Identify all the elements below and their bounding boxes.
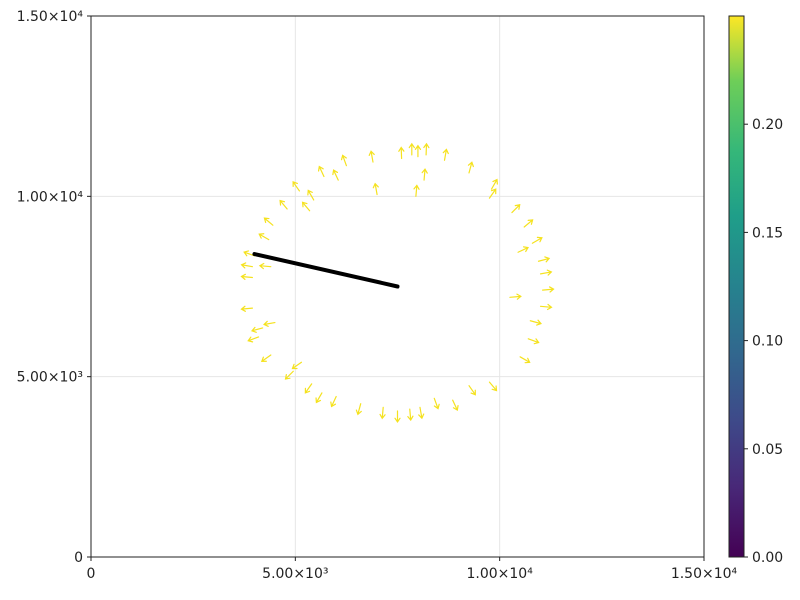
quiver-arrow xyxy=(541,286,555,293)
quiver-arrow xyxy=(258,233,270,241)
quiver-arrow xyxy=(240,262,254,269)
quiver-arrow xyxy=(263,217,274,226)
colorbar-tick-label: 0.15 xyxy=(752,225,783,241)
quiver-arrow xyxy=(260,354,272,362)
quiver-arrow xyxy=(279,199,288,210)
quiver-arrow xyxy=(317,165,325,178)
plot-frame xyxy=(90,15,705,558)
y-tick-label: 1.50×10⁴ xyxy=(17,9,84,25)
quiver-arrow xyxy=(340,154,348,167)
line-layer xyxy=(252,252,400,289)
quiver-arrow xyxy=(304,383,313,394)
quiver-arrow xyxy=(398,146,405,160)
quiver-arrow xyxy=(509,293,522,300)
quiver-arrow xyxy=(250,326,264,333)
quiver-arrow xyxy=(301,201,311,212)
quiver-arrow xyxy=(368,150,375,163)
quiver-arrow xyxy=(523,219,534,228)
quiver-arrow xyxy=(539,269,553,276)
quiver-arrow xyxy=(413,184,420,197)
quiver-arrow xyxy=(379,406,386,420)
quiver-arrow xyxy=(258,262,272,270)
quiver-arrow xyxy=(488,381,498,392)
colorbar-tick-label: 0.00 xyxy=(752,550,783,566)
colorbar-tick-label: 0.05 xyxy=(752,442,783,458)
x-tick-label: 1.00×10⁴ xyxy=(466,566,533,582)
colorbar-tick-label: 0.20 xyxy=(752,117,783,133)
quiver-arrow xyxy=(517,246,529,253)
y-axis: 0 5.00×10³ 1.00×10⁴ 1.50×10⁴ xyxy=(17,9,91,566)
quiver-arrow xyxy=(519,356,531,364)
colorbar xyxy=(728,15,745,558)
quiver-arrow xyxy=(240,305,254,312)
x-axis: 0 5.00×10³ 1.00×10⁴ 1.50×10⁴ xyxy=(87,557,738,582)
colorbar-tick-label: 0.10 xyxy=(752,334,783,350)
quiver-arrow xyxy=(307,189,315,201)
quiver-arrow xyxy=(330,395,337,408)
quiver-arrow xyxy=(408,142,415,156)
y-tick-label: 1.00×10⁴ xyxy=(17,189,84,205)
quiver-arrow xyxy=(452,399,459,412)
quiver-arrow xyxy=(315,392,323,404)
quiver-arrow xyxy=(490,178,498,190)
quiver-arrow xyxy=(284,370,294,380)
quiver-arrow xyxy=(292,181,301,192)
quiver-arrow xyxy=(355,403,362,416)
y-tick-label: 5.00×10³ xyxy=(17,370,83,386)
quiver-arrow xyxy=(421,168,428,181)
quiver-arrow xyxy=(467,161,474,174)
quiver-arrow xyxy=(511,204,521,214)
quiver-arrow xyxy=(414,144,422,158)
quiver-arrow xyxy=(418,406,425,420)
black-line-segment xyxy=(252,252,400,289)
quiver-arrow xyxy=(423,142,430,156)
x-tick-label: 5.00×10³ xyxy=(262,566,328,582)
quiver-arrow xyxy=(529,319,542,326)
quiver-arrow xyxy=(243,250,256,257)
quiver-arrow xyxy=(539,303,553,311)
quiver-arrow xyxy=(407,408,414,422)
quiver-arrow xyxy=(531,236,543,244)
quiver-arrow xyxy=(332,169,339,181)
quiver-arrow xyxy=(537,256,551,263)
arrows xyxy=(240,142,555,423)
x-tick-label: 1.50×10⁴ xyxy=(671,566,738,582)
quiver-arrow xyxy=(394,410,401,423)
y-tick-label: 0 xyxy=(74,550,83,566)
quiver-arrow xyxy=(372,182,379,196)
quiver-arrow xyxy=(468,385,476,396)
colorbar-axis: 0.00 0.05 0.10 0.15 0.20 xyxy=(744,117,783,566)
quiver-arrow xyxy=(240,273,254,280)
quiver-arrow xyxy=(247,336,260,343)
grid xyxy=(91,16,704,557)
quiver-arrow xyxy=(291,361,303,370)
quiver-arrow xyxy=(527,338,540,345)
quiver-arrow xyxy=(442,148,449,161)
quiver-arrow xyxy=(488,188,497,199)
quiver-arrow xyxy=(433,397,440,410)
quiver-arrow xyxy=(263,320,276,327)
x-tick-label: 0 xyxy=(87,566,96,582)
